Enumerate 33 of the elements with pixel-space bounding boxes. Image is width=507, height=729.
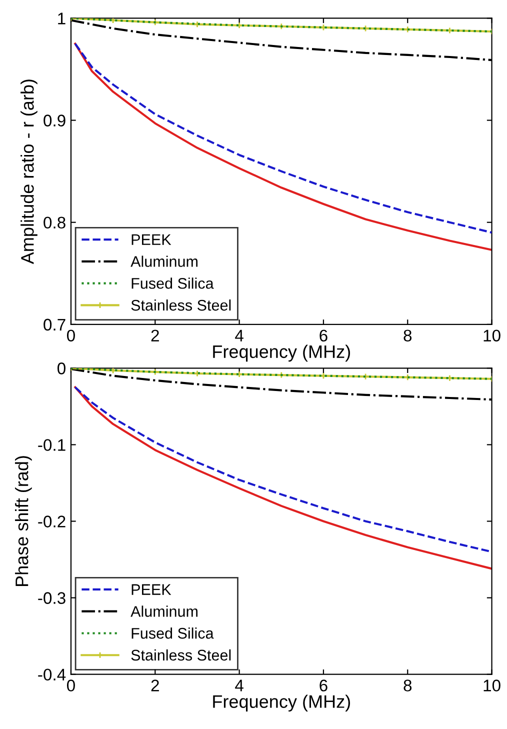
- legend-label: Fused Silica: [132, 278, 214, 289]
- x-tick-label: 4: [235, 680, 244, 692]
- x-tick-label: 8: [404, 330, 412, 342]
- x-tick-label: 6: [320, 330, 328, 342]
- y-tick-label: 0.7: [44, 318, 66, 331]
- y-tick-label: 1: [58, 12, 66, 24]
- x-tick-label: 6: [320, 680, 328, 692]
- y-tick-label: -0.2: [38, 516, 66, 528]
- x-axis-title: Frequency (MHz): [213, 694, 350, 712]
- x-tick-label: 8: [404, 680, 412, 692]
- x-tick-label: 10: [484, 680, 500, 692]
- legend-label: Stainless Steel: [131, 649, 231, 661]
- x-tick-label: 0: [66, 680, 75, 692]
- legend-label: Aluminum: [130, 256, 198, 267]
- x-tick-label: 0: [66, 330, 75, 342]
- y-tick-label: -0.3: [38, 592, 66, 604]
- y-tick-label: 0.9: [44, 114, 66, 126]
- y-tick-label: 0.8: [44, 216, 66, 229]
- x-tick-label: 2: [151, 330, 159, 342]
- legend-label: PEEK: [132, 234, 172, 245]
- y-tick-label: -0.1: [38, 439, 66, 451]
- legend-label: PEEK: [132, 584, 172, 595]
- y-tick-label: -0.4: [38, 668, 66, 681]
- x-tick-label: 10: [484, 330, 500, 342]
- legend-label: Aluminum: [130, 606, 198, 617]
- legend-label: Stainless Steel: [131, 299, 231, 311]
- x-axis-title: Frequency (MHz): [213, 344, 350, 362]
- y-axis-title: Phase shift (rad): [15, 456, 32, 586]
- x-tick-label: 2: [151, 680, 159, 692]
- x-tick-label: 4: [235, 330, 244, 342]
- legend-label: Fused Silica: [132, 628, 214, 639]
- y-tick-label: 0: [58, 362, 66, 374]
- y-axis-title: Amplitude ratio - r (arb): [20, 80, 38, 264]
